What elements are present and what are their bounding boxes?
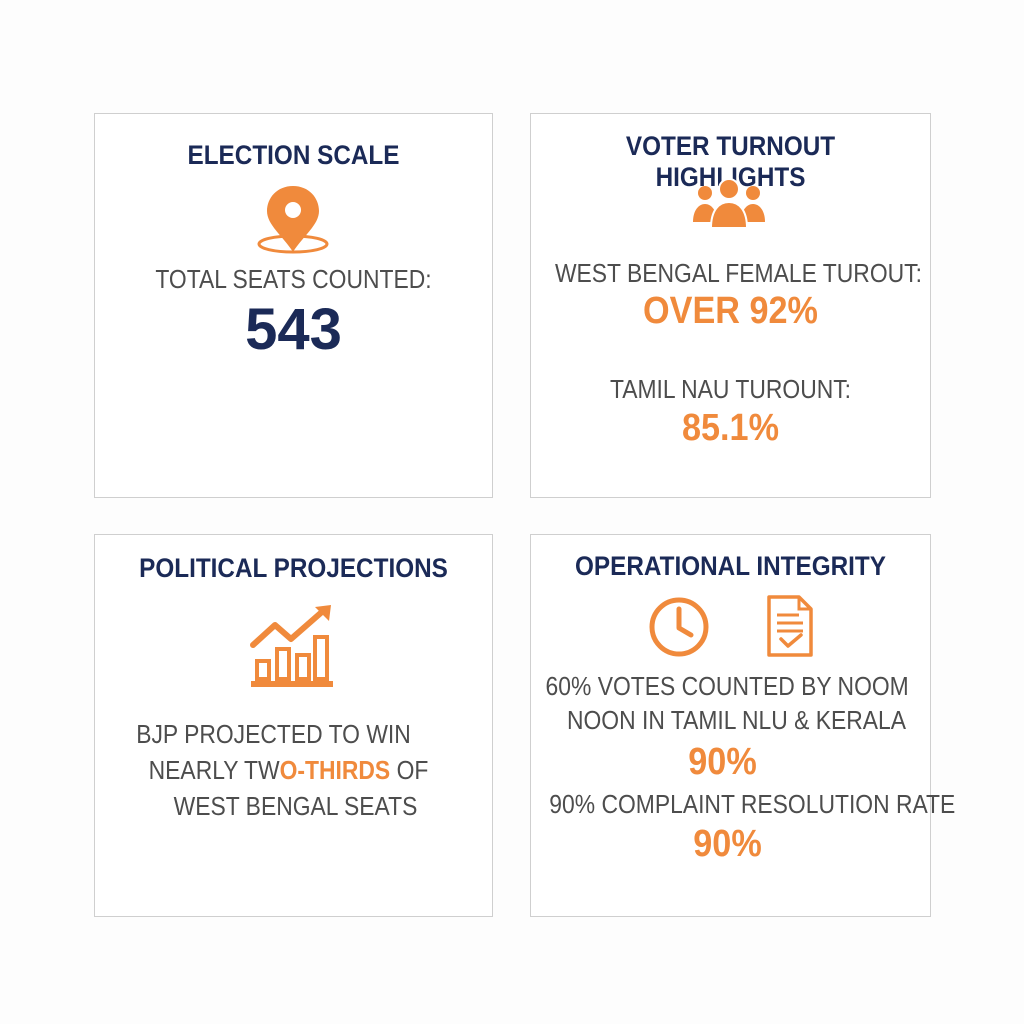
wb-female-turnout-value: OVER 92% [643,290,818,332]
tn-turnout-label: TAMIL NAU TUROUNT: [609,374,852,404]
location-pin-icon [257,186,329,254]
voter-turnout-card: VOTER TURNOUT HIGHLIGHTS WEST BENGAL FEM… [530,113,931,498]
clock-icon [649,597,709,657]
integrity-line-3: 90% COMPLAINT RESOLUTION RATE [549,789,956,819]
integrity-value-2: 90% [693,823,762,865]
projection-highlight: O-THIRDS [279,755,391,785]
wb-female-turnout-label: WEST BENGAL FEMALE TUROUT: [554,258,922,288]
integrity-value-1: 90% [688,741,757,783]
projection-line-2-pre: NEARLY TW [148,755,280,785]
total-seats-label: TOTAL SEATS COUNTED: [155,264,432,294]
integrity-line-1: 60% VOTES COUNTED BY NOOM [545,671,909,701]
bar-chart-trend-icon [250,605,333,687]
projection-line-1: BJP PROJECTED TO WIN [136,719,411,749]
tn-turnout-value: 85.1% [682,407,779,449]
election-scale-title: ELECTION SCALE [187,140,400,170]
operational-integrity-card: OPERATIONAL INTEGRITY 60% VOTES COUNTED … [530,534,956,917]
projection-line-2-post: OF [390,755,429,785]
integrity-line-2: NOON IN TAMIL NLU & KERALA [566,705,907,735]
document-check-icon [767,595,813,657]
election-scale-card: ELECTION SCALE TOTAL SEATS COUNTED: 543 [94,113,493,498]
people-group-icon [693,178,765,229]
projection-line-3: WEST BENGAL SEATS [173,791,418,821]
total-seats-value: 543 [245,297,342,362]
political-projections-card: POLITICAL PROJECTIONS BJP PROJECTED TO W… [94,534,493,917]
political-projections-title: POLITICAL PROJECTIONS [139,553,448,583]
projection-line-2: NEARLY TWO-THIRDS OF [109,755,467,786]
operational-integrity-title: OPERATIONAL INTEGRITY [575,551,886,581]
